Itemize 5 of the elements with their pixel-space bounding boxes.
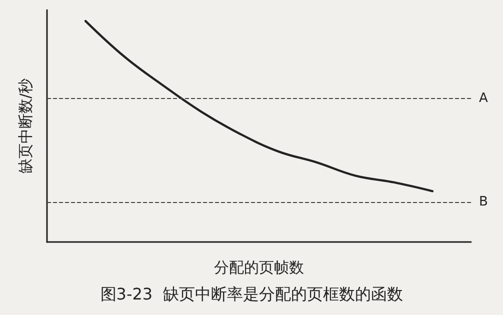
- ref-line-label: A: [479, 90, 488, 106]
- x-axis-title: 分配的页帧数: [214, 258, 304, 276]
- y-axis-title: 缺页中断数/秒: [16, 78, 34, 174]
- ref-line-label: B: [479, 194, 488, 210]
- text: 图3-23 缺页中断率是分配的页框数的函数: [100, 284, 403, 304]
